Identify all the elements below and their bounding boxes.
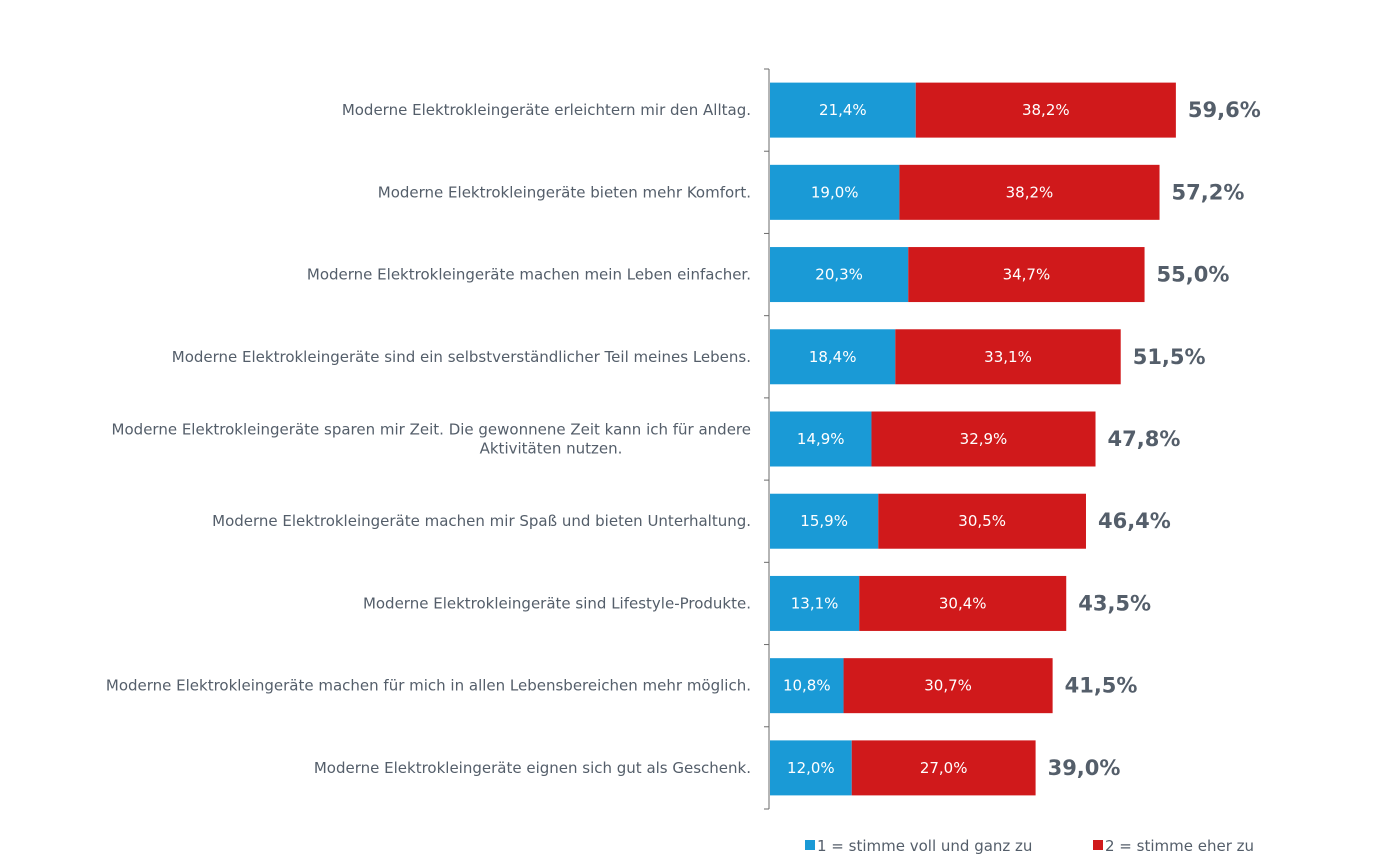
bar-total-label: 46,4% <box>1098 509 1171 533</box>
bar-segment-eher <box>871 411 1096 467</box>
bar-data-label: 27,0% <box>920 759 968 777</box>
category-label: Moderne Elektrokleingeräte sind ein selb… <box>172 348 751 366</box>
bar-total-label: 47,8% <box>1108 427 1181 451</box>
bar-segment-eher <box>915 82 1176 138</box>
bar-segment-eher <box>843 658 1053 714</box>
category-label-line: Moderne Elektrokleingeräte sind Lifestyl… <box>363 594 751 612</box>
bar-segment-voll-und-ganz <box>770 493 879 549</box>
bar-total-label: 59,6% <box>1188 98 1261 122</box>
bar-total-label: 39,0% <box>1048 756 1121 780</box>
category-label: Moderne Elektrokleingeräte machen mir Sp… <box>212 512 751 530</box>
legend-swatch-eher <box>1093 840 1103 850</box>
category-label: Moderne Elektrokleingeräte machen für mi… <box>106 677 751 695</box>
bar-data-label: 19,0% <box>811 183 859 201</box>
category-label: Moderne Elektrokleingeräte sind Lifestyl… <box>363 594 751 612</box>
bar-segment-eher <box>851 740 1036 796</box>
category-label-line: Moderne Elektrokleingeräte machen mir Sp… <box>212 512 751 530</box>
category-label-line: Moderne Elektrokleingeräte eignen sich g… <box>314 759 751 777</box>
bar-segment-eher <box>908 247 1145 303</box>
bar-segment-voll-und-ganz <box>770 82 916 138</box>
bar-data-label: 21,4% <box>819 101 867 119</box>
bar-total-label: 43,5% <box>1078 591 1151 615</box>
legend-swatch-voll-und-ganz <box>805 840 815 850</box>
category-label-line: Moderne Elektrokleingeräte machen mein L… <box>307 266 751 284</box>
bar-data-label: 34,7% <box>1003 266 1051 284</box>
bar-data-label: 38,2% <box>1022 101 1070 119</box>
bar-segment-voll-und-ganz <box>770 740 852 796</box>
bar-data-label: 20,3% <box>815 266 863 284</box>
bar-segment-eher <box>878 493 1086 549</box>
category-label: Moderne Elektrokleingeräte erleichtern m… <box>342 101 751 119</box>
category-label-line: Moderne Elektrokleingeräte sparen mir Ze… <box>112 421 751 439</box>
bar-data-label: 18,4% <box>809 348 857 366</box>
bar-segment-voll-und-ganz <box>770 329 896 385</box>
category-label-line: Moderne Elektrokleingeräte bieten mehr K… <box>378 183 751 201</box>
legend-label-eher: 2 = stimme eher zu <box>1105 837 1254 855</box>
bar-data-label: 12,0% <box>787 759 835 777</box>
bar-segment-voll-und-ganz <box>770 575 860 631</box>
category-label-line: Moderne Elektrokleingeräte machen für mi… <box>106 677 751 695</box>
bar-data-label: 15,9% <box>800 512 848 530</box>
bar-data-label: 10,8% <box>783 677 831 695</box>
bar-data-label: 30,4% <box>939 594 987 612</box>
bar-segment-voll-und-ganz <box>770 658 844 714</box>
bar-segment-eher <box>859 575 1067 631</box>
category-label-line: Moderne Elektrokleingeräte sind ein selb… <box>172 348 751 366</box>
bar-segment-eher <box>899 164 1160 220</box>
category-label: Moderne Elektrokleingeräte bieten mehr K… <box>378 183 751 201</box>
bar-data-label: 33,1% <box>984 348 1032 366</box>
bar-total-label: 51,5% <box>1133 345 1206 369</box>
category-label-line: Moderne Elektrokleingeräte erleichtern m… <box>342 101 751 119</box>
bar-segment-voll-und-ganz <box>770 247 909 303</box>
category-label: Moderne Elektrokleingeräte eignen sich g… <box>314 759 751 777</box>
bar-data-label: 32,9% <box>960 430 1008 448</box>
bar-data-label: 30,5% <box>958 512 1006 530</box>
bar-segment-eher <box>895 329 1121 385</box>
bar-total-label: 41,5% <box>1065 674 1138 698</box>
bar-data-label: 14,9% <box>797 430 845 448</box>
bar-data-label: 38,2% <box>1006 183 1054 201</box>
category-label-line: Aktivitäten nutzen. <box>480 440 623 458</box>
bar-data-label: 30,7% <box>924 677 972 695</box>
bar-total-label: 55,0% <box>1157 263 1230 287</box>
bar-data-label: 13,1% <box>791 594 839 612</box>
bar-total-label: 57,2% <box>1172 180 1245 204</box>
category-label: Moderne Elektrokleingeräte machen mein L… <box>307 266 751 284</box>
legend-label-voll-und-ganz: 1 = stimme voll und ganz zu <box>817 837 1032 855</box>
category-label: Moderne Elektrokleingeräte sparen mir Ze… <box>112 421 751 458</box>
bar-segment-voll-und-ganz <box>770 164 900 220</box>
bar-segment-voll-und-ganz <box>770 411 872 467</box>
